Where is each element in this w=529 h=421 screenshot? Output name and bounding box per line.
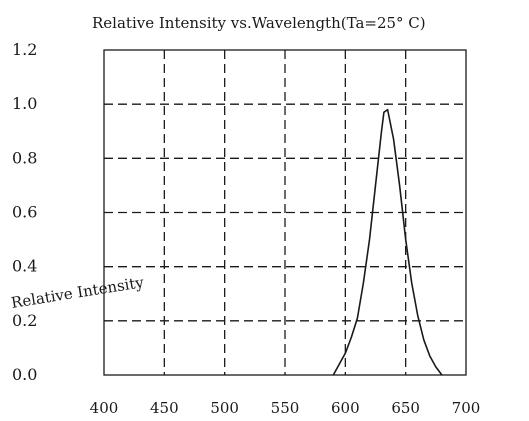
x-tick-label: 600 [331, 399, 360, 417]
series-line-intensity [332, 108, 443, 376]
y-tick-label: 1.0 [12, 94, 37, 113]
y-tick-label: 0.6 [12, 203, 37, 222]
x-tick-label: 400 [90, 399, 119, 417]
y-tick-label: 0.4 [12, 257, 37, 276]
y-tick-labels: 0.0 0.2 0.4 0.6 0.8 1.0 1.2 [12, 40, 37, 384]
y-axis-label: Relative Intensity [10, 273, 146, 312]
y-tick-label: 0.8 [12, 148, 37, 167]
chart-title: Relative Intensity vs.Wavelength(Ta=25° … [92, 14, 426, 32]
plot-frame [103, 49, 467, 376]
x-tick-label: 550 [271, 399, 300, 417]
grid-layer [104, 50, 466, 375]
x-tick-labels: 400 450 500 550 600 650 700 [90, 399, 481, 417]
x-tick-label: 500 [210, 399, 239, 417]
y-tick-label: 0.0 [12, 365, 37, 384]
y-tick-label: 0.2 [12, 311, 37, 330]
x-tick-label: 450 [150, 399, 179, 417]
x-tick-label: 650 [391, 399, 420, 417]
x-tick-label: 700 [452, 399, 481, 417]
y-tick-label: 1.2 [12, 40, 37, 59]
